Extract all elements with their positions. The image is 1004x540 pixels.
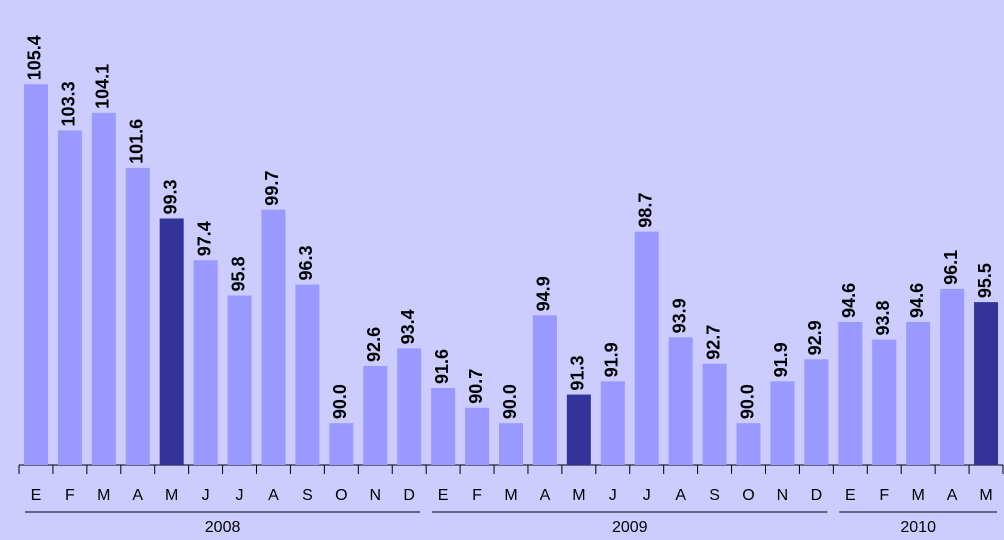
bar [227, 295, 252, 465]
bar [770, 381, 795, 465]
x-tick-label: A [268, 487, 279, 504]
bar [397, 348, 422, 465]
x-tick-label: S [302, 487, 313, 504]
value-label: 94.9 [534, 276, 554, 311]
value-label: 97.4 [194, 221, 214, 256]
bar [193, 260, 218, 465]
bar [634, 231, 659, 465]
bar [465, 407, 490, 465]
bar [566, 394, 591, 465]
value-label: 91.9 [771, 342, 791, 377]
x-tick-label: N [369, 487, 381, 504]
bar [329, 423, 354, 465]
x-tick-label: M [572, 487, 585, 504]
value-label: 91.3 [568, 356, 588, 391]
x-tick-label: M [97, 487, 110, 504]
bar [431, 387, 456, 465]
value-label: 94.6 [839, 283, 859, 318]
value-label: 93.8 [873, 300, 893, 335]
bar [600, 381, 625, 465]
x-tick-label: J [643, 487, 651, 504]
value-label: 90.0 [737, 384, 757, 419]
group-label: 2008 [205, 519, 241, 536]
bar [702, 363, 727, 465]
value-label: 94.6 [907, 283, 927, 318]
x-tick-label: J [202, 487, 210, 504]
x-tick-label: J [609, 487, 617, 504]
x-tick-label: M [979, 487, 992, 504]
x-tick-label: F [879, 487, 889, 504]
x-tick-label: A [540, 487, 551, 504]
bar [295, 284, 320, 465]
x-tick-label: O [335, 487, 347, 504]
group-label: 2009 [612, 519, 648, 536]
bar [125, 167, 150, 465]
value-label: 98.7 [635, 193, 655, 228]
x-tick-label: M [504, 487, 517, 504]
x-tick-label: J [236, 487, 244, 504]
x-tick-label: D [811, 487, 823, 504]
x-tick-label: M [165, 487, 178, 504]
bar [736, 423, 761, 465]
bar [57, 130, 82, 466]
value-label: 92.7 [703, 325, 723, 360]
x-tick-label: D [403, 487, 415, 504]
x-tick-label: M [912, 487, 925, 504]
value-label: 96.1 [941, 250, 961, 285]
value-label: 93.4 [398, 309, 418, 344]
value-label: 92.6 [364, 327, 384, 362]
bar [159, 218, 184, 465]
value-label: 96.3 [296, 245, 316, 280]
value-label: 93.9 [669, 298, 689, 333]
value-label: 105.4 [25, 35, 45, 80]
x-tick-label: E [31, 487, 42, 504]
bar [974, 302, 999, 465]
bar [838, 321, 863, 465]
value-label: 92.9 [805, 320, 825, 355]
value-label: 90.0 [330, 384, 350, 419]
x-tick-label: N [777, 487, 789, 504]
x-tick-label: A [675, 487, 686, 504]
value-label: 95.5 [975, 263, 995, 298]
x-tick-label: F [65, 487, 75, 504]
x-tick-label: F [472, 487, 482, 504]
value-label: 90.0 [500, 384, 520, 419]
bar [940, 288, 965, 465]
value-label: 91.9 [602, 342, 622, 377]
value-label: 91.6 [432, 349, 452, 384]
value-label: 90.7 [466, 369, 486, 404]
x-tick-label: A [132, 487, 143, 504]
x-tick-label: O [742, 487, 754, 504]
bar [23, 84, 48, 466]
bar [363, 365, 388, 465]
x-tick-label: E [438, 487, 449, 504]
value-label: 101.6 [127, 119, 147, 164]
bar [499, 423, 523, 465]
value-label: 104.1 [93, 64, 113, 109]
bar [906, 321, 931, 465]
group-label: 2010 [900, 519, 936, 536]
bar [91, 112, 116, 465]
bar [668, 337, 693, 465]
value-label: 99.3 [160, 179, 180, 214]
bar [261, 209, 286, 465]
x-tick-label: E [845, 487, 856, 504]
x-tick-label: S [709, 487, 720, 504]
bar [532, 315, 557, 465]
value-label: 95.8 [228, 256, 248, 291]
value-label: 103.3 [59, 81, 79, 126]
bar [804, 359, 829, 465]
x-tick-label: A [947, 487, 958, 504]
value-label: 99.7 [262, 171, 282, 206]
bar [872, 339, 897, 465]
